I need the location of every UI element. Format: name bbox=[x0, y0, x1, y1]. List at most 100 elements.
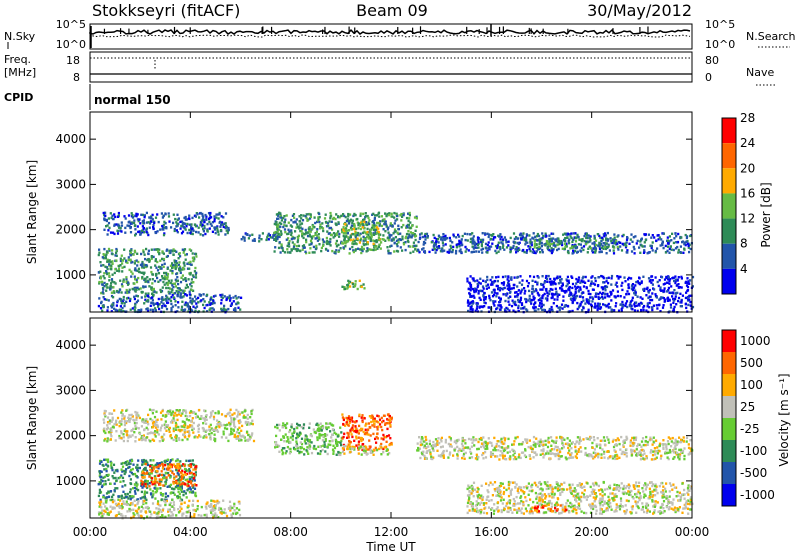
power-cell bbox=[472, 247, 475, 250]
power-cell bbox=[485, 247, 488, 250]
power-cell bbox=[363, 237, 366, 241]
power-cell bbox=[426, 236, 429, 239]
power-cell bbox=[534, 235, 537, 238]
velocity-cell bbox=[110, 461, 113, 465]
velocity-cell bbox=[217, 424, 220, 427]
power-cell bbox=[401, 215, 404, 218]
power-cell bbox=[127, 256, 130, 259]
power-cell bbox=[188, 307, 191, 311]
power-cell bbox=[315, 244, 318, 248]
power-cell bbox=[539, 251, 542, 254]
velocity-cell bbox=[178, 484, 181, 488]
power-cell bbox=[174, 217, 177, 221]
power-cell bbox=[329, 233, 333, 237]
power-cell bbox=[230, 303, 233, 307]
power-cell bbox=[142, 272, 145, 276]
velocity-cell bbox=[191, 411, 194, 415]
power-cell bbox=[308, 230, 311, 233]
velocity-cell bbox=[120, 474, 123, 477]
power-cell bbox=[288, 245, 291, 248]
velocity-cell bbox=[112, 476, 115, 480]
velocity-cell bbox=[135, 466, 138, 469]
power-cell bbox=[292, 221, 295, 224]
power-cell bbox=[209, 303, 212, 306]
power-cell bbox=[129, 226, 132, 229]
power-cell bbox=[357, 231, 360, 235]
power-cell bbox=[393, 216, 396, 219]
power-cell bbox=[650, 244, 653, 248]
power-cell bbox=[673, 305, 676, 309]
power-cell bbox=[205, 310, 209, 313]
power-cell bbox=[569, 291, 572, 294]
velocity-cell bbox=[124, 430, 127, 433]
velocity-cell bbox=[150, 472, 153, 475]
power-cell bbox=[169, 269, 172, 272]
power-cell bbox=[275, 223, 278, 226]
power-cell bbox=[511, 246, 515, 249]
power-cell bbox=[504, 299, 507, 303]
power-cell bbox=[196, 213, 199, 216]
velocity-cell bbox=[105, 499, 108, 503]
power-cell bbox=[108, 249, 111, 252]
velocity-cell bbox=[252, 439, 256, 443]
velocity-cell bbox=[123, 496, 126, 499]
power-cell bbox=[620, 303, 623, 306]
power-cell bbox=[643, 241, 646, 244]
power-cell bbox=[167, 286, 170, 290]
power-cell bbox=[513, 276, 516, 279]
power-cell bbox=[305, 216, 308, 220]
velocity-cell bbox=[241, 411, 244, 414]
power-cell bbox=[551, 283, 554, 286]
velocity-cell bbox=[141, 463, 144, 466]
power-cell bbox=[571, 309, 574, 313]
power-cell bbox=[314, 232, 317, 235]
power-cell bbox=[221, 309, 224, 312]
power-cell bbox=[470, 286, 473, 289]
velocity-cell bbox=[140, 438, 143, 442]
power-cell bbox=[172, 292, 175, 295]
power-cell bbox=[304, 231, 308, 234]
power-cell bbox=[209, 307, 212, 310]
power-cell bbox=[157, 297, 160, 301]
power-cell bbox=[596, 233, 599, 236]
power-cell bbox=[407, 240, 410, 244]
velocity-cell bbox=[108, 431, 111, 434]
velocity-cell bbox=[150, 464, 153, 467]
velocity-cell bbox=[167, 465, 170, 468]
power-cell bbox=[432, 245, 435, 248]
power-cell bbox=[506, 278, 509, 281]
power-cell bbox=[130, 270, 133, 273]
power-cell bbox=[326, 239, 329, 243]
power-cell bbox=[516, 249, 519, 253]
power-cell bbox=[514, 291, 517, 294]
velocity-cell bbox=[181, 482, 184, 485]
power-cell bbox=[479, 282, 482, 285]
velocity-cell bbox=[120, 423, 123, 426]
power-cell bbox=[444, 243, 447, 246]
velocity-cell bbox=[121, 514, 124, 518]
power-cell bbox=[322, 229, 325, 233]
velocity-cell bbox=[208, 432, 211, 436]
power-cell bbox=[205, 304, 208, 307]
power-cell bbox=[191, 256, 194, 260]
power-cell bbox=[540, 238, 543, 241]
power-cell bbox=[477, 284, 480, 287]
velocity-cell bbox=[148, 432, 151, 435]
power-cell bbox=[104, 211, 107, 214]
power-cell bbox=[684, 281, 687, 284]
velocity-cell bbox=[172, 491, 175, 494]
power-cell bbox=[357, 227, 360, 230]
power-cell bbox=[186, 267, 190, 270]
power-cell bbox=[654, 293, 657, 296]
power-cell bbox=[289, 251, 292, 254]
power-cell bbox=[483, 305, 486, 308]
power-cell bbox=[316, 239, 319, 242]
power-cell bbox=[190, 278, 193, 281]
power-cell bbox=[107, 247, 111, 251]
power-cell bbox=[147, 252, 150, 256]
power-cell bbox=[603, 235, 606, 238]
power-cell bbox=[596, 308, 599, 312]
velocity-cell bbox=[193, 487, 197, 490]
power-cell bbox=[435, 248, 438, 252]
power-cell bbox=[409, 231, 412, 234]
